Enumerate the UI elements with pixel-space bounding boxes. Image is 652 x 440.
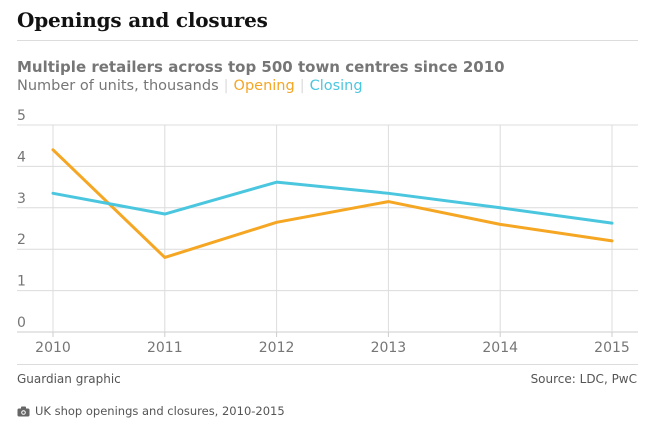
closing-series-line: [51, 180, 614, 225]
y-tick-label: 4: [17, 149, 26, 165]
graphic-credit: Guardian graphic: [17, 372, 121, 386]
y-tick-label: 3: [17, 191, 26, 207]
chart-title: Openings and closures: [17, 8, 268, 32]
title-divider: [17, 40, 638, 41]
source-note: Source: LDC, PwC: [530, 372, 637, 386]
x-tick-label: 2010: [35, 340, 71, 356]
opening-series-line: [51, 148, 614, 259]
y-tick-label: 0: [17, 315, 26, 331]
y-tick-label: 5: [17, 108, 26, 124]
x-tick-label: 2012: [259, 340, 295, 356]
camera-icon: [17, 406, 30, 420]
y-tick-label: 1: [17, 274, 26, 290]
x-tick-label: 2015: [594, 340, 630, 356]
units-label: Number of units, thousands: [17, 78, 219, 94]
caption-text: UK shop openings and closures, 2010-2015: [35, 404, 285, 418]
chart-subtitle: Multiple retailers across top 500 town c…: [17, 58, 505, 76]
legend-separator: |: [223, 78, 229, 94]
x-tick-label: 2013: [371, 340, 407, 356]
legend: Number of units, thousands | Opening | Closi…: [17, 78, 363, 94]
legend-opening: Opening: [233, 78, 295, 94]
y-tick-label: 2: [17, 232, 26, 248]
x-tick-label: 2014: [482, 340, 518, 356]
x-tick-label: 2011: [147, 340, 183, 356]
image-caption: UK shop openings and closures, 2010-2015: [17, 404, 285, 420]
legend-closing: Closing: [309, 78, 363, 94]
footer-divider: [17, 364, 638, 365]
legend-separator: |: [299, 78, 305, 94]
